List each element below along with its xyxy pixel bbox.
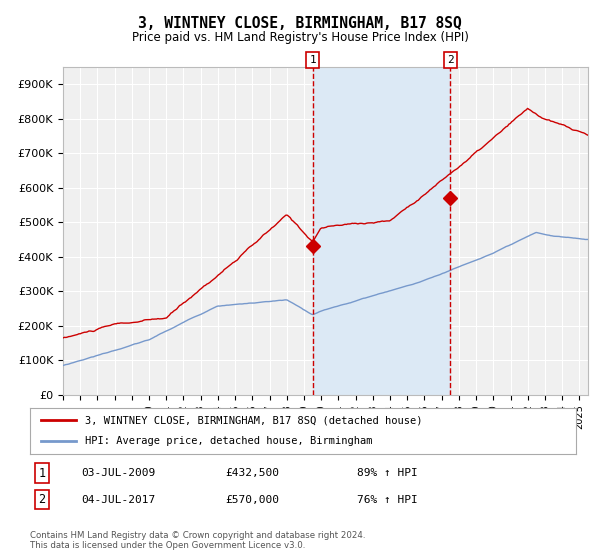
Text: HPI: Average price, detached house, Birmingham: HPI: Average price, detached house, Birm… (85, 436, 372, 446)
Text: 3, WINTNEY CLOSE, BIRMINGHAM, B17 8SQ: 3, WINTNEY CLOSE, BIRMINGHAM, B17 8SQ (138, 16, 462, 31)
Text: 1: 1 (309, 55, 316, 65)
Text: 3, WINTNEY CLOSE, BIRMINGHAM, B17 8SQ (detached house): 3, WINTNEY CLOSE, BIRMINGHAM, B17 8SQ (d… (85, 415, 422, 425)
Text: 1: 1 (38, 466, 46, 480)
Text: 89% ↑ HPI: 89% ↑ HPI (357, 468, 418, 478)
Text: 03-JUL-2009: 03-JUL-2009 (81, 468, 155, 478)
Text: £432,500: £432,500 (225, 468, 279, 478)
Text: 76% ↑ HPI: 76% ↑ HPI (357, 494, 418, 505)
Bar (313, 67, 450, 395)
Text: 04-JUL-2017: 04-JUL-2017 (81, 494, 155, 505)
Text: 2: 2 (447, 55, 454, 65)
Text: Contains HM Land Registry data © Crown copyright and database right 2024.
This d: Contains HM Land Registry data © Crown c… (30, 531, 365, 550)
Text: Price paid vs. HM Land Registry's House Price Index (HPI): Price paid vs. HM Land Registry's House … (131, 31, 469, 44)
Text: £570,000: £570,000 (225, 494, 279, 505)
Text: 2: 2 (38, 493, 46, 506)
